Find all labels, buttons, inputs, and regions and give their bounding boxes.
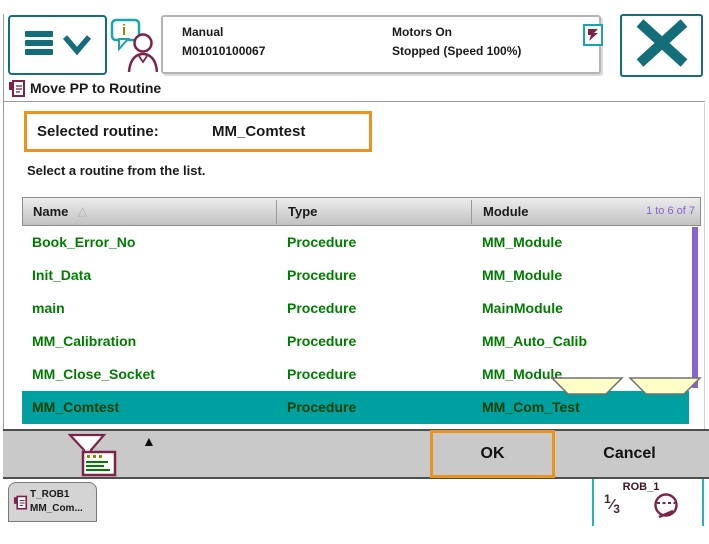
task-routine: MM_Com... [30, 503, 83, 514]
scroll-down-arrows[interactable] [550, 376, 702, 396]
run-status: Stopped (Speed 100%) [392, 44, 522, 58]
window-left-border [3, 14, 4, 479]
routine-type: Procedure [287, 234, 357, 250]
routine-module: MM_Auto_Calib [482, 333, 587, 349]
routine-name: MM_Close_Socket [32, 366, 155, 382]
table-row[interactable]: main Procedure MainModule [22, 292, 701, 325]
chevron-down-icon [62, 30, 92, 61]
dialog-title-bar: Move PP to Routine [4, 77, 705, 102]
speed-fraction: 1⁄3 [604, 492, 620, 516]
column-header-module[interactable]: Module [483, 204, 529, 219]
task-name: T_ROB1 [30, 489, 70, 500]
routine-type: Procedure [287, 333, 357, 349]
routine-icon [8, 78, 26, 105]
sort-ascending-icon: △ [78, 204, 88, 218]
routine-module: MainModule [482, 300, 563, 316]
filter-funnel-icon [67, 433, 122, 481]
routine-name: Book_Error_No [32, 234, 136, 250]
table-row-selected[interactable]: MM_Comtest Procedure MM_Com_Test [22, 391, 689, 424]
page-title: Move PP to Routine [30, 80, 162, 96]
selected-routine-value: MM_Comtest [212, 123, 306, 140]
routine-module: MM_Module [482, 267, 563, 283]
content-right-border [704, 103, 705, 429]
table-row[interactable]: Book_Error_No Procedure MM_Module [22, 226, 701, 259]
controller-id: M01010100067 [182, 44, 266, 58]
robot-label: ROB_1 [622, 481, 660, 493]
operating-mode: Manual [182, 25, 224, 39]
operator-info-icon[interactable]: i [110, 18, 159, 73]
button-bar [3, 429, 709, 479]
hamburger-icon [23, 30, 55, 61]
selected-routine-highlight-box: Selected routine: MM_Comtest [24, 111, 372, 152]
ok-button[interactable]: OK [480, 445, 505, 462]
program-icon [13, 494, 28, 517]
routine-module: MM_Module [482, 366, 563, 382]
filter-button[interactable] [67, 433, 132, 477]
routine-name: main [32, 300, 65, 316]
cancel-button[interactable]: Cancel [603, 445, 656, 462]
column-header-name[interactable]: Name [33, 204, 69, 219]
motors-status: Motors On [392, 25, 452, 39]
routine-name: Init_Data [32, 267, 92, 283]
table-header: Name △ Type Module 1 to 6 of 7 [22, 197, 701, 226]
routine-module: MM_Com_Test [482, 399, 580, 415]
ok-button-highlight-box[interactable]: OK [430, 430, 555, 478]
selected-routine-label: Selected routine: [37, 123, 159, 140]
routine-type: Procedure [287, 300, 357, 316]
routine-type: Procedure [287, 366, 357, 382]
column-header-type[interactable]: Type [288, 204, 318, 219]
routine-module: MM_Module [482, 234, 563, 250]
close-button[interactable] [620, 14, 703, 77]
table-row[interactable]: MM_Calibration Procedure MM_Auto_Calib [22, 325, 701, 358]
routine-name: MM_Calibration [32, 333, 137, 349]
row-range-label: 1 to 6 of 7 [646, 205, 695, 217]
table-row[interactable]: Init_Data Procedure MM_Module [22, 259, 701, 292]
svg-text:i: i [122, 22, 126, 39]
routine-name: MM_Comtest [32, 399, 120, 415]
vertical-scrollbar[interactable] [692, 227, 698, 388]
controller-status-panel[interactable]: Manual M01010100067 Motors On Stopped (S… [161, 15, 601, 74]
column-divider [276, 200, 277, 224]
detach-window-icon[interactable] [583, 24, 603, 46]
instruction-text: Select a routine from the list. [27, 163, 206, 178]
taskbar-tab-trob1[interactable]: T_ROB1 MM_Com... [8, 482, 97, 522]
main-menu-button[interactable] [8, 15, 107, 75]
routine-type: Procedure [287, 267, 357, 283]
expand-panel-button[interactable]: ▲ [142, 433, 156, 449]
close-icon [630, 18, 694, 73]
mechanical-unit-icon [652, 492, 680, 525]
routine-type: Procedure [287, 399, 357, 415]
column-divider [471, 200, 472, 224]
quickset-panel[interactable]: ROB_1 1⁄3 [592, 479, 704, 526]
